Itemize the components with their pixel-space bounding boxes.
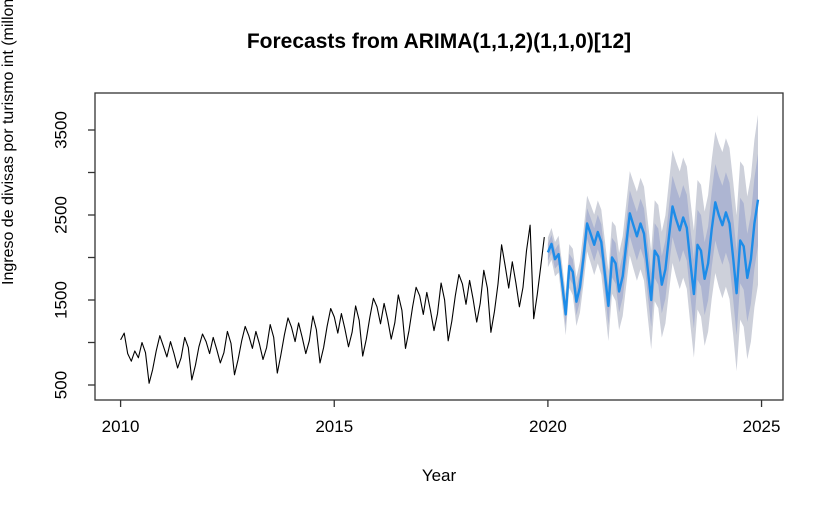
x-tick-label: 2015	[315, 417, 353, 436]
x-tick-label: 2010	[102, 417, 140, 436]
y-axis-title: Ingreso de divisas por turismo int (mill…	[0, 0, 17, 285]
observed-series-line	[120, 224, 545, 384]
x-axis-title: Year	[421, 466, 457, 485]
y-tick-label: 2500	[51, 196, 70, 234]
y-tick-label: 3500	[51, 111, 70, 149]
x-tick-label: 2025	[743, 417, 781, 436]
confidence-band-80	[547, 153, 758, 336]
plot-box	[94, 92, 784, 401]
y-tick-label: 1500	[51, 281, 70, 319]
chart-title: Forecasts from ARIMA(1,1,2)(1,1,0)[12]	[246, 30, 632, 53]
x-tick-label: 2020	[529, 417, 567, 436]
y-tick-label: 500	[51, 371, 70, 399]
forecast-mean-line	[546, 199, 760, 316]
